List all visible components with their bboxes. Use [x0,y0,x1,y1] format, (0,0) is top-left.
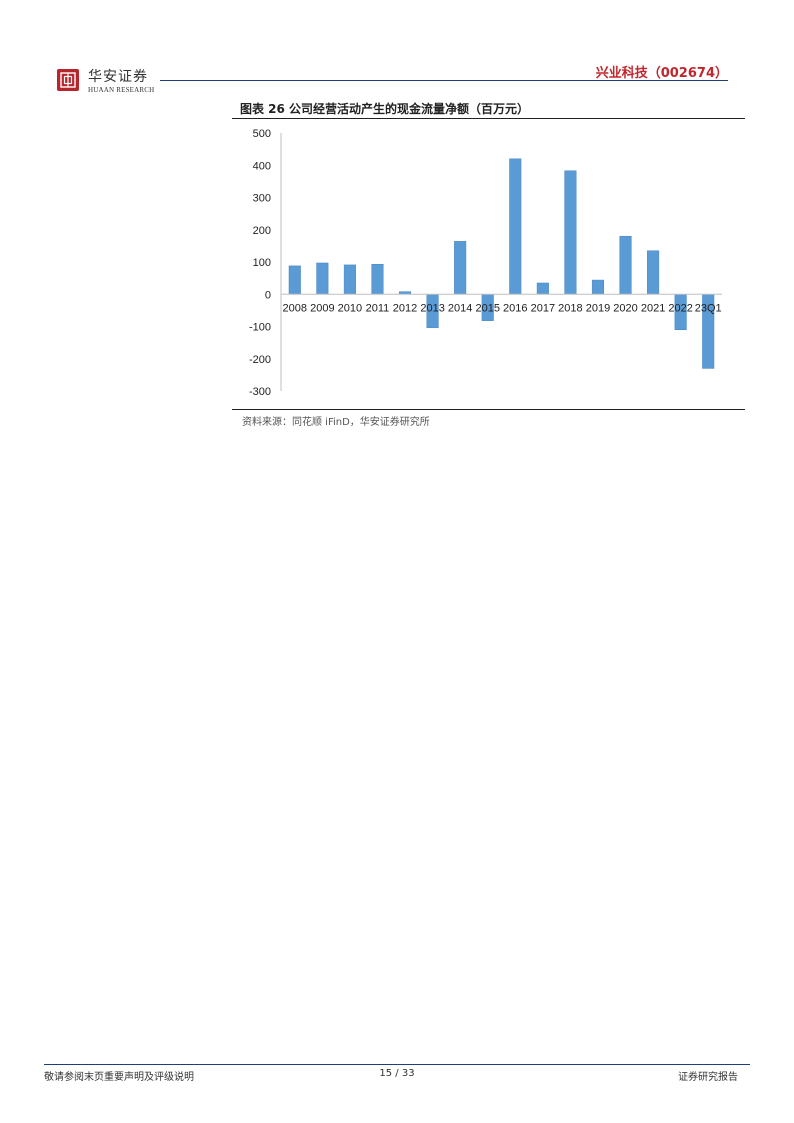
x-tick-label: 23Q1 [695,302,722,314]
y-tick-label: 500 [253,128,271,140]
huaan-seal-icon [57,69,79,91]
x-tick-label: 2015 [475,302,499,314]
header-divider [160,80,728,81]
bar [288,265,301,295]
bar [564,170,577,295]
footer-disclaimer: 敬请参阅末页重要声明及评级说明 [44,1072,194,1083]
x-tick-label: 2017 [531,302,555,314]
x-tick-label: 2012 [393,302,417,314]
x-tick-label: 2010 [338,302,362,314]
footer-report-type: 证券研究报告 [678,1072,738,1083]
x-tick-label: 2022 [668,302,692,314]
x-tick-label: 2018 [558,302,582,314]
seal-glyph-icon [60,72,76,88]
y-tick-label: -100 [249,322,271,334]
y-tick-label: 0 [265,289,271,301]
bar [371,264,384,295]
bar [509,158,522,295]
x-tick-label: 2011 [366,302,390,314]
report-title: 兴业科技（002674） [595,66,728,81]
y-tick-label: 200 [253,225,271,237]
cash-flow-bar-chart: 500 400 300 200 100 0 -100 -200 -300 2008 2009 201… [249,128,722,398]
x-tick-label: 2020 [613,302,637,314]
x-tick-label: 2013 [420,302,444,314]
figure-title: 图表 26 公司经营活动产生的现金流量净额（百万元） [240,102,530,116]
figure-source: 资料来源：同花顺 iFinD，华安证券研究所 [242,417,430,428]
bars [288,158,715,369]
footer-divider [44,1064,750,1065]
bar [591,279,605,295]
bar [343,264,356,295]
x-tick-label: 2021 [641,302,665,314]
bar [454,241,467,295]
y-tick-label: -200 [249,354,271,366]
bar [536,282,549,295]
bar [316,262,329,295]
y-tick-label: 300 [253,193,271,205]
x-tick-label: 2008 [283,302,307,314]
figure-top-rule [232,118,745,119]
x-tick-label: 2009 [310,302,334,314]
figure-bottom-rule [232,409,745,410]
y-tick-label: -300 [249,386,271,398]
x-axis: 2008 2009 2010 2011 2012 2013 2014 2015 2016 2017… [281,293,722,314]
x-tick-label: 2016 [503,302,527,314]
y-tick-label: 100 [253,257,271,269]
y-axis: 500 400 300 200 100 0 -100 -200 -300 [249,128,282,398]
y-tick-label: 400 [253,160,271,172]
x-tick-label: 2019 [586,302,610,314]
bar [647,250,660,295]
x-tick-label: 2014 [448,302,472,314]
bar [619,235,632,295]
logo-subtitle: HUAAN RESEARCH [88,86,155,94]
logo-name: 华安证券 [88,69,148,85]
page-number: 15 / 33 [379,1068,415,1079]
